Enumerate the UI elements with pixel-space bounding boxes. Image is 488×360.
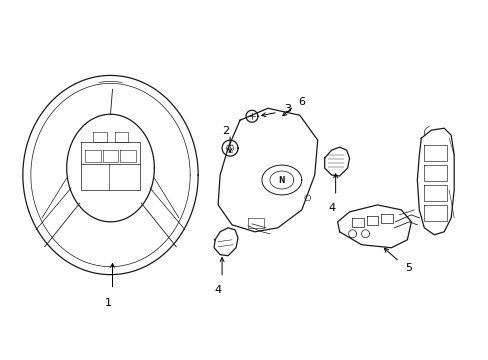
Text: 5: 5 — [405, 263, 411, 273]
Text: 1: 1 — [105, 298, 112, 307]
Text: 2: 2 — [222, 126, 229, 136]
Text: 4: 4 — [327, 203, 335, 213]
Text: N: N — [278, 176, 285, 185]
Text: 6: 6 — [297, 97, 304, 107]
Text: 3: 3 — [283, 104, 290, 114]
Text: 4: 4 — [214, 285, 221, 294]
